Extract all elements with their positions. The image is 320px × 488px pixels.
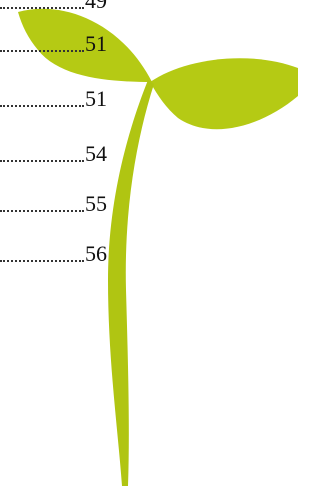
toc-entry: 56 [0, 241, 107, 267]
page-number: 51 [84, 86, 107, 112]
toc-entry: 51 [0, 31, 107, 57]
dot-leader [0, 190, 84, 212]
dot-leader [0, 85, 84, 107]
dot-leader [0, 140, 84, 162]
toc-entry: 51 [0, 86, 107, 112]
page-number: 56 [84, 241, 107, 267]
page-number: 49 [84, 0, 107, 14]
toc-entry: 55 [0, 191, 107, 217]
toc-entry: 54 [0, 141, 107, 167]
dot-leader [0, 0, 84, 9]
dot-leader [0, 240, 84, 262]
page-number: 55 [84, 191, 107, 217]
stem [108, 80, 154, 486]
page-number: 51 [84, 31, 107, 57]
page: {"toc": {"entries": [{"page": "49"}, {"p… [0, 0, 298, 488]
right-leaf [150, 58, 298, 129]
toc-entry: 49 [0, 0, 107, 14]
dot-leader [0, 30, 84, 52]
page-number: 54 [84, 141, 107, 167]
